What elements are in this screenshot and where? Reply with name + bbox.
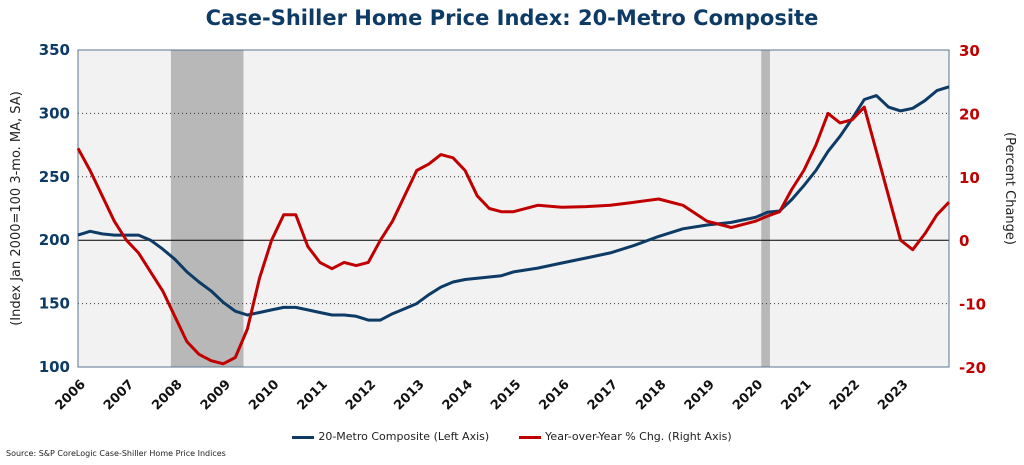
x-tick-label: 2023 — [875, 377, 911, 413]
right-tick-label: -10 — [959, 296, 986, 314]
x-tick-label: 2013 — [391, 377, 427, 413]
legend-label-yoy: Year-over-Year % Chg. (Right Axis) — [545, 430, 732, 443]
x-tick-label: 2007 — [101, 377, 137, 413]
legend: 20-Metro Composite (Left Axis) Year-over… — [0, 430, 1024, 443]
x-tick-label: 2020 — [730, 377, 766, 413]
legend-swatch-composite — [292, 435, 315, 439]
legend-swatch-yoy — [519, 435, 542, 439]
plot-border — [77, 49, 950, 368]
x-tick-label: 2017 — [585, 377, 621, 413]
legend-item-composite: 20-Metro Composite (Left Axis) — [292, 430, 489, 443]
legend-label-composite: 20-Metro Composite (Left Axis) — [318, 430, 490, 443]
x-tick-label: 2009 — [198, 377, 234, 413]
x-tick-label: 2019 — [682, 377, 718, 413]
composite-index-line — [77, 85, 950, 322]
recession-band — [170, 50, 244, 367]
x-tick-label: 2021 — [778, 377, 814, 413]
x-tick-label: 2010 — [246, 377, 282, 413]
left-tick-label: 250 — [39, 168, 70, 186]
recession-band — [761, 50, 770, 367]
x-tick-label: 2012 — [343, 377, 379, 413]
right-tick-label: 20 — [959, 105, 980, 123]
x-tick-label: 2022 — [827, 377, 863, 413]
right-tick-label: 10 — [959, 169, 980, 187]
yoy-change-line — [76, 105, 951, 366]
x-tick-label: 2016 — [537, 377, 573, 413]
chart-title: Case-Shiller Home Price Index: 20-Metro … — [205, 6, 819, 30]
x-tick-label: 2018 — [633, 377, 669, 413]
x-tick-label: 2014 — [440, 377, 476, 413]
right-axis-label: (Percent Change) — [1002, 132, 1017, 245]
right-tick-label: 30 — [959, 42, 980, 60]
left-tick-label: 350 — [39, 41, 70, 59]
right-tick-label: 0 — [959, 232, 969, 250]
x-tick-label: 2011 — [295, 377, 331, 413]
left-axis-label: (Index Jan 2000=100 3-mo. MA, SA) — [9, 91, 24, 326]
x-tick-label: 2015 — [488, 377, 524, 413]
left-tick-label: 150 — [39, 295, 70, 313]
left-tick-label: 300 — [39, 104, 70, 122]
x-tick-label: 2006 — [53, 377, 89, 413]
left-tick-label: 100 — [39, 358, 70, 376]
legend-item-yoy: Year-over-Year % Chg. (Right Axis) — [519, 430, 732, 443]
x-tick-label: 2008 — [149, 377, 185, 413]
source-note: Source: S&P CoreLogic Case-Shiller Home … — [6, 449, 226, 458]
left-tick-label: 200 — [39, 231, 70, 249]
right-tick-label: -20 — [959, 359, 986, 377]
